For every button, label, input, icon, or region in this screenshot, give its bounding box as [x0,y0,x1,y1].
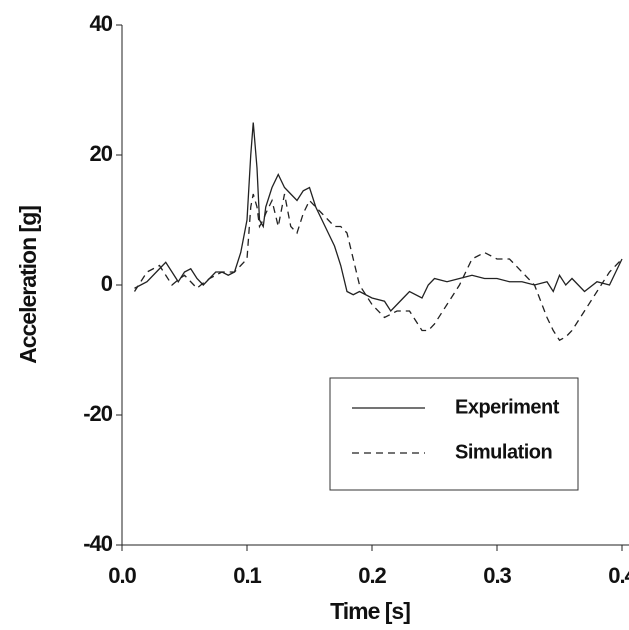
data-line [134,122,623,313]
legend-box [329,377,579,491]
x-tick-label: 0.2 [358,563,386,588]
legend-label: Simulation [455,441,552,463]
x-tick-label: 0.3 [483,563,511,588]
y-tick-label: -20 [83,401,113,426]
y-axis-label: Acceleration [g] [15,206,41,364]
x-tick-label: 0.1 [233,563,261,588]
x-tick-label: 0.0 [108,563,136,588]
y-tick-label: -40 [83,531,113,556]
data-line [133,193,623,342]
y-tick-label: 20 [90,141,113,166]
y-tick-label: 40 [90,11,113,36]
x-axis-label: Time [s] [330,598,410,624]
x-tick-label: 0.4 [608,563,629,588]
y-tick-label: 0 [101,271,113,296]
legend-label: Experiment [455,396,560,418]
